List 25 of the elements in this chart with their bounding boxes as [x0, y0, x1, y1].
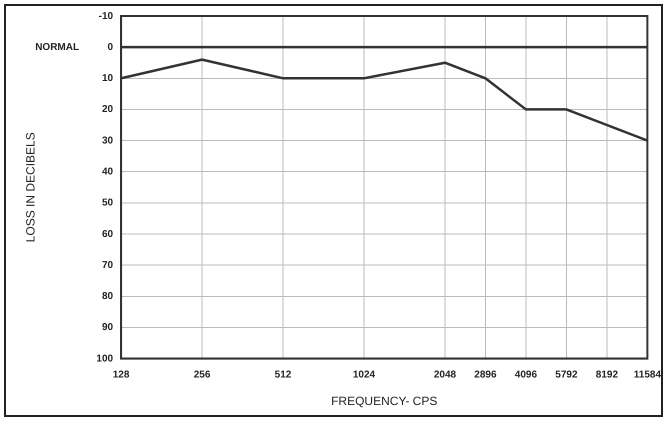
y-tick-label: 50 — [102, 198, 114, 209]
y-tick-label: 70 — [102, 260, 114, 271]
x-tick-label: 128 — [112, 369, 130, 380]
x-tick-label: 256 — [194, 369, 211, 380]
x-tick-label: 5792 — [555, 369, 578, 380]
x-tick-label: 1024 — [352, 369, 376, 380]
y-tick-label: 40 — [102, 166, 114, 178]
y-axis-title: LOSS IN DECIBELS — [24, 132, 38, 242]
y-tick-label: 80 — [102, 291, 114, 302]
x-tick-label: 2048 — [434, 369, 457, 380]
y-tick-label: 100 — [96, 353, 114, 364]
ref-line-label: NORMAL — [35, 42, 80, 53]
y-tick-label: 20 — [102, 104, 114, 116]
y-tick-label: 60 — [102, 228, 114, 240]
y-tick-label: 0 — [108, 42, 114, 53]
y-tick-label: 90 — [102, 322, 114, 334]
y-tick-label: 10 — [102, 73, 114, 84]
x-axis-title: FREQUENCY- CPS — [331, 394, 438, 408]
y-tick-label: 30 — [102, 135, 114, 146]
x-tick-label: 4096 — [514, 369, 538, 380]
x-tick-label: 8192 — [596, 369, 618, 380]
y-tick-label: -10 — [98, 10, 114, 22]
x-tick-label: 512 — [274, 369, 292, 380]
x-tick-label: 11584 — [634, 369, 662, 380]
x-tick-label: 2896 — [474, 369, 497, 380]
